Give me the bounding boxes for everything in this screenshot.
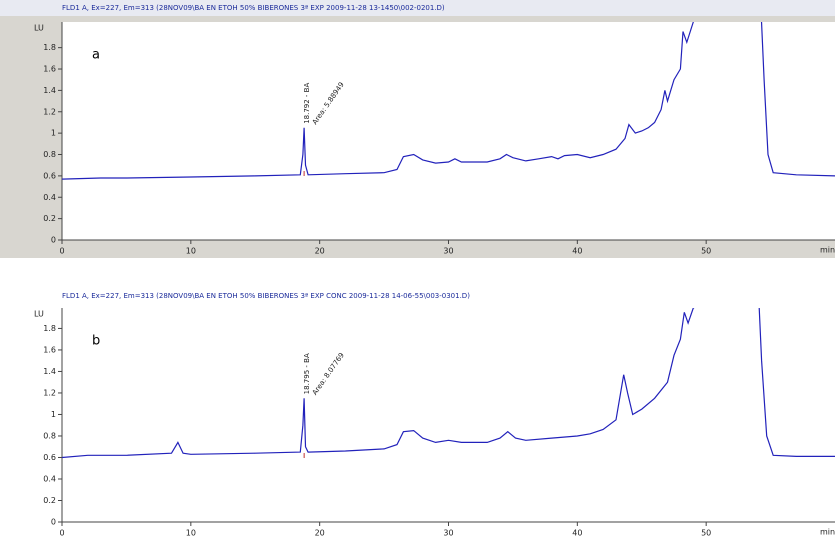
x-tick-label: 20 [315, 529, 325, 538]
y-tick-label: 0.6 [43, 171, 56, 180]
x-tick-label: 50 [701, 247, 711, 256]
y-tick-label: 0.2 [43, 496, 56, 505]
y-tick-label: 1.2 [43, 388, 56, 397]
y-tick-label: 0.6 [43, 453, 56, 462]
y-tick-label: 1.4 [43, 367, 56, 376]
y-axis-label: LU [34, 24, 44, 33]
y-tick-label: 0.2 [43, 214, 56, 223]
y-tick-label: 0 [51, 236, 56, 245]
panel-label: a [92, 48, 100, 63]
y-tick-label: 1.6 [43, 345, 56, 354]
chart-title: FLD1 A, Ex=227, Em=313 (28NOV09\BA EN ET… [62, 292, 470, 300]
y-tick-label: 1.4 [43, 86, 56, 95]
y-tick-label: 1.8 [43, 324, 56, 333]
peak-area-label: Area: 8.07769 [311, 351, 346, 396]
x-tick-label: 10 [186, 247, 196, 256]
y-tick-label: 0 [51, 518, 56, 527]
x-tick-label: 10 [186, 529, 196, 538]
y-tick-label: 0.4 [43, 193, 56, 202]
y-tick-label: 1.6 [43, 65, 56, 74]
x-tick-label: 50 [701, 529, 711, 538]
chart-title: FLD1 A, Ex=227, Em=313 (28NOV09\BA EN ET… [62, 4, 445, 12]
panel-a-plot [62, 22, 835, 240]
x-axis-label: min [820, 528, 835, 537]
x-tick-label: 40 [572, 529, 582, 538]
y-tick-label: 1 [51, 129, 56, 138]
panel-a-header [0, 0, 835, 16]
y-tick-label: 1.2 [43, 107, 56, 116]
x-tick-label: 40 [572, 247, 582, 256]
signal-trace [62, 308, 835, 459]
y-axis-label: LU [34, 310, 44, 319]
y-tick-label: 0.8 [43, 431, 56, 440]
x-tick-label: 0 [59, 247, 64, 256]
y-tick-label: 1 [51, 410, 56, 419]
x-tick-label: 30 [443, 529, 453, 538]
x-axis-label: min [820, 246, 835, 255]
x-tick-label: 0 [59, 529, 64, 538]
y-tick-label: 0.4 [43, 474, 56, 483]
panel-label: b [92, 334, 100, 349]
peak-label: 18.792 - BA [303, 83, 311, 124]
peak-label: 18.795 - BA [303, 353, 311, 394]
y-tick-label: 1.8 [43, 43, 56, 52]
y-tick-label: 0.8 [43, 150, 56, 159]
signal-trace [62, 22, 835, 180]
x-tick-label: 30 [443, 247, 453, 256]
x-tick-label: 20 [315, 247, 325, 256]
